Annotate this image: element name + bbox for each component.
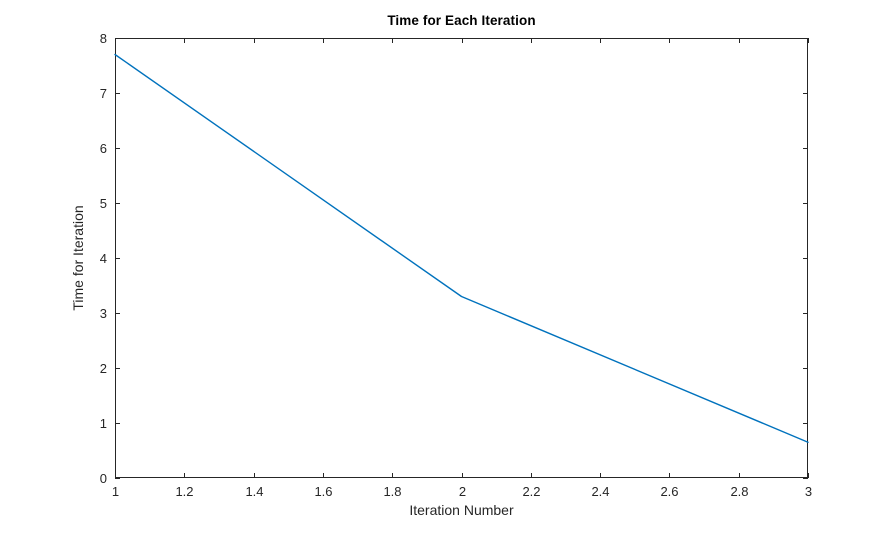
x-tick-label: 2.6 [660,484,678,499]
x-axis-label: Iteration Number [409,502,514,518]
x-tick-label: 2.4 [591,484,609,499]
x-tick-label: 2.2 [522,484,540,499]
x-tick-label: 2 [459,484,466,499]
y-tick-label: 8 [100,31,107,46]
x-tick-label: 2.8 [730,484,748,499]
y-tick-label: 3 [100,306,107,321]
chart-title: Time for Each Iteration [387,13,536,28]
y-tick-label: 5 [100,196,107,211]
y-tick-label: 1 [100,416,107,431]
y-tick-label: 4 [100,251,107,266]
x-tick-label: 1.8 [383,484,401,499]
y-tick-label: 6 [100,141,107,156]
x-tick-label: 1.2 [175,484,193,499]
axes-box [115,38,808,478]
x-tick-label: 1.6 [314,484,332,499]
x-tick-label: 3 [805,484,812,499]
y-tick-label: 2 [100,361,107,376]
y-tick-label: 0 [100,471,107,486]
y-tick-label: 7 [100,86,107,101]
x-tick-label: 1.4 [245,484,263,499]
x-tick-label: 1 [112,484,119,499]
line-series-iteration-time [114,53,809,443]
